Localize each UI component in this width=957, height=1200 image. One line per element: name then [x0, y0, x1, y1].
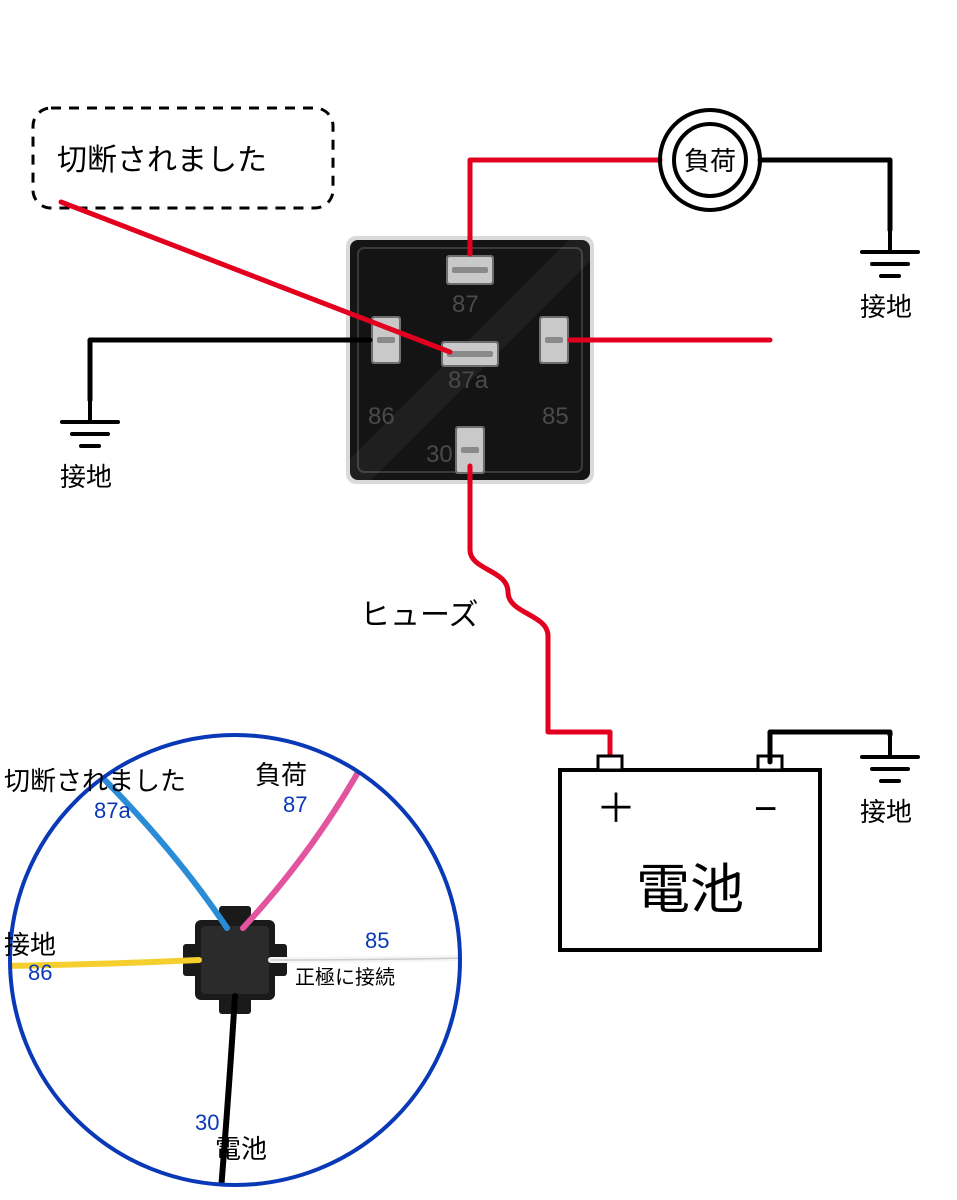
- inset-pin-87a: 87a: [94, 798, 131, 823]
- battery-label: 電池: [636, 860, 744, 920]
- relay-pin-85: 85: [542, 403, 569, 430]
- ground-label-1: 接地: [860, 292, 912, 322]
- relay-pin-87a: 87a: [448, 367, 489, 394]
- fuse-label: ヒューズ: [360, 599, 479, 632]
- disconnected-label: 切断されました: [57, 144, 267, 177]
- relay-pin-86: 86: [368, 403, 395, 430]
- inset-connect-positive: 正極に接続: [295, 966, 395, 989]
- inset-pin-85: 85: [365, 928, 389, 953]
- inset-ground-label: 接地: [4, 930, 56, 960]
- relay-wiring-diagram: 切断されました8787a868530負荷接地接地ヒューズ＋−電池接地切断されまし…: [0, 0, 957, 1200]
- relay-pin-87: 87: [452, 291, 479, 318]
- inset-pin-87: 87: [283, 792, 307, 817]
- inset-pin-30: 30: [195, 1110, 219, 1135]
- inset-load-label: 負荷: [255, 760, 307, 790]
- inset-battery-label: 電池: [215, 1134, 267, 1164]
- ground-label-3: 接地: [860, 797, 912, 827]
- wire-86-to-ground: [90, 340, 370, 400]
- wire-30-fuse-battery: [470, 466, 610, 762]
- load-label: 負荷: [684, 146, 736, 176]
- battery-plus: ＋: [596, 787, 636, 831]
- battery-minus: −: [754, 787, 777, 831]
- inset-pin-86: 86: [28, 960, 52, 985]
- relay-pin-30: 30: [426, 441, 453, 468]
- ground-label-2: 接地: [60, 462, 112, 492]
- inset-disconnected-label: 切断されました: [4, 766, 186, 796]
- wire-load-to-ground: [760, 160, 890, 230]
- relay-body: 87 87a 86 85 30: [346, 236, 594, 484]
